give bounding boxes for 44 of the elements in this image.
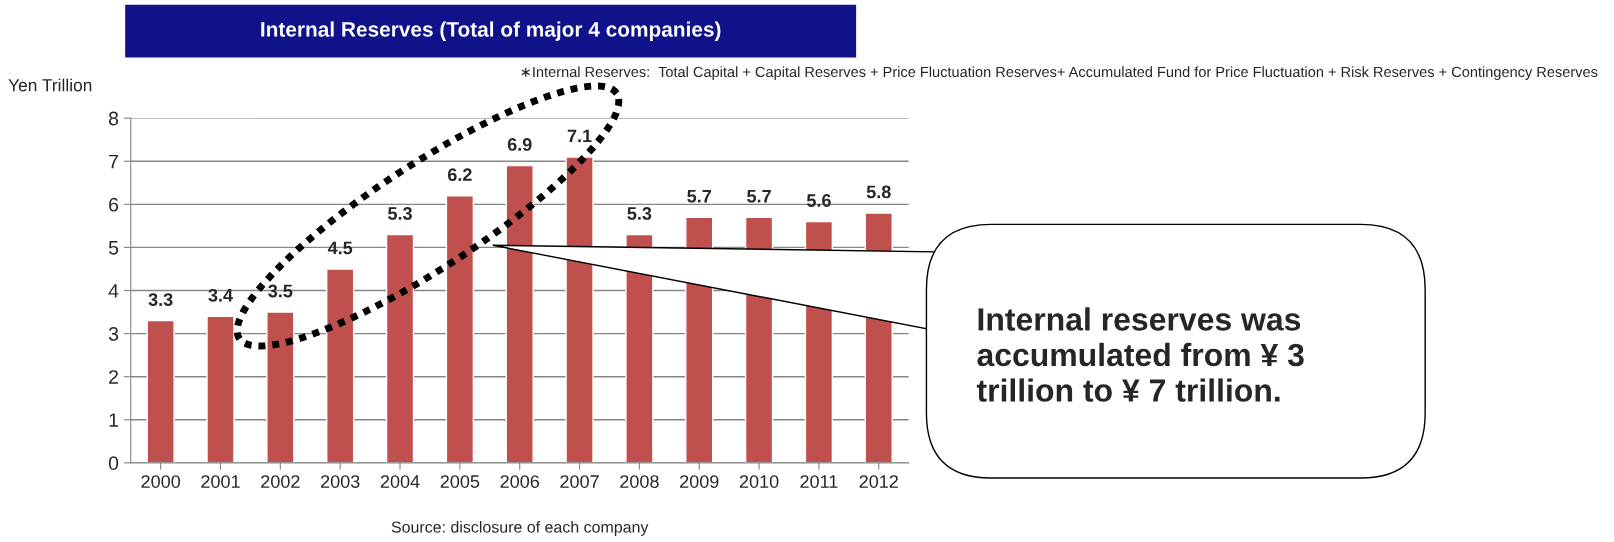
data-label: 6.9 xyxy=(507,138,532,151)
x-tick-label: 2010 xyxy=(739,475,779,488)
x-tick-label: 2006 xyxy=(500,475,539,488)
y-tick-label: 8 xyxy=(108,111,119,126)
text: ∗Internal Reserves: Total Capital + Capital Reserves + Price Fluctuation Reserves+ Accumulated Fund for Price Fluctuation + Risk Reserves + Contingency Reserves xyxy=(521,66,1598,80)
y-axis-title: Yen Trillion xyxy=(8,78,92,92)
x-tick-label: 2001 xyxy=(201,475,240,488)
x-tick-label: 2012 xyxy=(859,475,898,488)
source-note: Source: disclosure of each company xyxy=(391,521,649,536)
x-tick-label: 2011 xyxy=(800,475,838,488)
bar xyxy=(445,195,475,463)
bar xyxy=(385,233,415,463)
bar xyxy=(266,311,295,463)
y-tick-label: 0 xyxy=(108,456,119,471)
chart-title: Internal Reserves (Total of major 4 companies) xyxy=(261,21,721,41)
bar xyxy=(146,319,175,463)
y-tick-label: 6 xyxy=(109,197,119,212)
x-tick-label: 2008 xyxy=(620,475,659,488)
x-tick-label: 2004 xyxy=(380,475,420,488)
y-tick-label: 7 xyxy=(109,154,118,169)
x-tick-label: 2003 xyxy=(321,475,360,488)
data-label: 6.2 xyxy=(447,168,472,182)
y-tick-label: 1 xyxy=(109,413,118,427)
x-tick-label: 2009 xyxy=(680,475,719,488)
data-label: 3.4 xyxy=(208,288,233,302)
data-label: 5.8 xyxy=(866,185,891,199)
bar xyxy=(326,268,355,463)
data-label: 7.1 xyxy=(567,129,592,143)
y-tick-label: 3 xyxy=(108,327,119,341)
x-tick-label: 2000 xyxy=(141,475,181,488)
data-label: 3.3 xyxy=(148,293,173,307)
bar xyxy=(206,315,235,463)
data-label: 5.7 xyxy=(747,189,771,203)
x-tick-label: 2007 xyxy=(560,475,599,488)
x-tick-label: 2005 xyxy=(440,475,480,488)
data-label: 5.3 xyxy=(627,207,652,220)
y-tick-label: 5 xyxy=(108,241,119,255)
y-tick-label: 2 xyxy=(109,370,118,384)
data-label: 5.3 xyxy=(388,207,412,220)
y-tick-label: 4 xyxy=(108,284,119,298)
x-tick-label: 2002 xyxy=(261,475,300,488)
text: Internal reserves was accumulated from ¥ 3 trillion to ¥ 7 trillion. xyxy=(976,307,1304,402)
data-label: 5.6 xyxy=(806,194,831,207)
data-label: 5.7 xyxy=(687,189,711,203)
